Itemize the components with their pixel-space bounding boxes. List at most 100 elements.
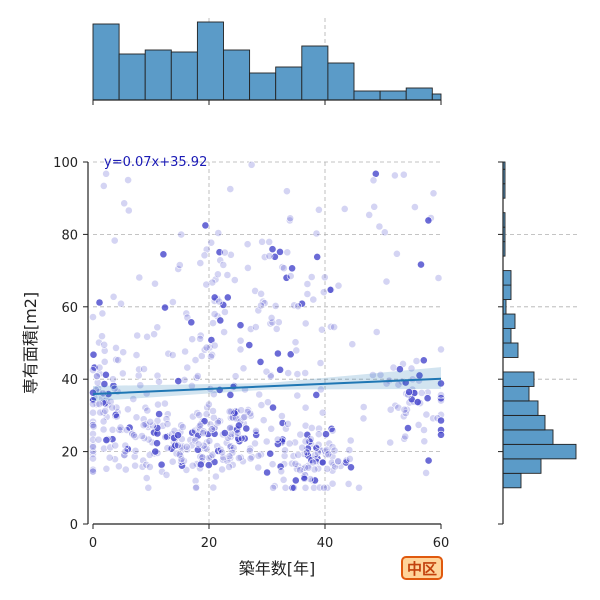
scatter-point [195, 411, 203, 419]
scatter-point [252, 430, 261, 439]
scatter-point [311, 476, 319, 485]
scatter-point [192, 483, 200, 492]
y-hist-bar [502, 472, 522, 489]
scatter-point [390, 171, 399, 180]
scatter-point [328, 426, 337, 435]
scatter-point [301, 483, 310, 492]
scatter-point [316, 385, 325, 394]
x-tick-label: 40 [317, 536, 334, 551]
scatter-point [239, 364, 248, 373]
scatter-point [334, 457, 343, 466]
x-hist-bar [431, 93, 442, 101]
scatter-point [389, 363, 398, 372]
scatter-point [89, 422, 98, 431]
y-hist-bar [502, 400, 539, 416]
scatter-point [216, 316, 225, 325]
scatter-point [282, 273, 291, 282]
scatter-point [175, 450, 184, 459]
scatter-point [372, 328, 381, 336]
scatter-point [437, 430, 445, 439]
scatter-point [202, 245, 211, 254]
scatter-point [231, 372, 240, 381]
scatter-point [112, 403, 121, 412]
scatter-point [196, 334, 204, 343]
scatter-point [355, 483, 363, 492]
scatter-point [220, 429, 229, 437]
scatter-point [219, 455, 227, 464]
scatter-point [178, 461, 186, 470]
main-scatter-plot: 0 20 40 60 0 20 40 60 80 100 築年数[年] 専有面積[m2] y=0.07x… [21, 155, 449, 578]
scatter-point [257, 401, 266, 409]
y-hist-bar [502, 385, 530, 402]
scatter-point [89, 465, 97, 474]
scatter-point [196, 460, 205, 469]
scatter-point [100, 444, 108, 453]
scatter-point [263, 468, 271, 477]
scatter-point [204, 461, 213, 469]
scatter-point [413, 398, 422, 406]
scatter-point [265, 237, 274, 246]
y-hist-bar [502, 458, 542, 474]
scatter-point [220, 308, 229, 316]
scatter-point [291, 459, 300, 468]
scatter-point [102, 412, 111, 421]
scatter-point [106, 443, 115, 452]
scatter-point [113, 412, 121, 421]
x-hist-bar [144, 49, 172, 101]
scatter-point [312, 443, 321, 452]
x-hist-bar [379, 90, 407, 101]
scatter-point [266, 449, 275, 458]
scatter-point [267, 313, 276, 322]
scatter-point [205, 436, 214, 445]
scatter-point [245, 446, 254, 455]
scatter-point [131, 461, 139, 470]
scatter-point [279, 264, 288, 273]
y-tick-label: 0 [70, 518, 78, 533]
scatter-point [437, 345, 445, 354]
scatter-point [333, 457, 342, 466]
x-hist-bar [327, 62, 355, 101]
scatter-point [89, 313, 97, 321]
scatter-point [274, 318, 283, 327]
right-histogram [498, 161, 580, 525]
scatter-point [289, 452, 298, 460]
scatter-point [293, 370, 302, 378]
scatter-point [312, 390, 321, 399]
scatter-point [121, 441, 130, 450]
scatter-point [346, 436, 355, 445]
scatter-point [204, 400, 213, 409]
scatter-point [237, 406, 246, 415]
scatter-point [134, 371, 143, 380]
scatter-point [207, 352, 215, 361]
scatter-point [89, 417, 97, 426]
scatter-point [246, 454, 255, 463]
scatter-point [172, 449, 181, 458]
scatter-point [320, 483, 328, 492]
scatter-point [94, 435, 103, 444]
scatter-point [162, 470, 171, 479]
scatter-point [307, 273, 316, 281]
scatter-point [254, 463, 263, 472]
scatter-point [163, 444, 172, 452]
scatter-point [142, 474, 151, 482]
scatter-point [183, 363, 192, 372]
scatter-point [303, 290, 312, 298]
scatter-point [276, 365, 284, 374]
scatter-point [301, 421, 310, 430]
scatter-point [328, 443, 337, 451]
y-hist-bar [502, 443, 577, 460]
scatter-point [236, 321, 245, 330]
scatter-point [139, 456, 148, 465]
scatter-point [344, 479, 353, 488]
scatter-point [294, 450, 303, 459]
scatter-point [273, 349, 282, 358]
scatter-point [95, 363, 104, 372]
scatter-point [283, 419, 292, 428]
scatter-point [307, 423, 316, 432]
scatter-point [309, 295, 318, 304]
scatter-point [223, 271, 232, 279]
scatter-point [267, 424, 276, 433]
y-hist-bar [502, 328, 512, 344]
